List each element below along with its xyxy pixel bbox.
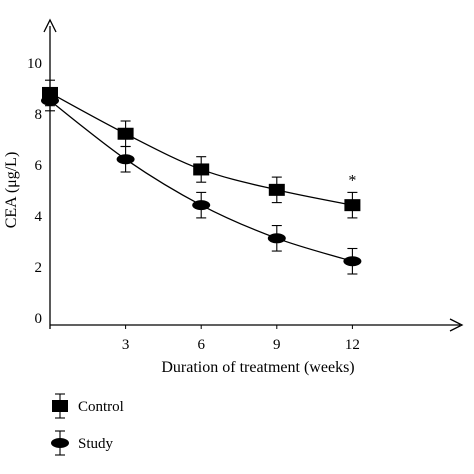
axes	[43, 18, 464, 332]
legend-label: Study	[78, 436, 114, 452]
data-point	[41, 95, 59, 106]
x-tick-label: 3	[122, 337, 130, 353]
y-tick-label: 10	[27, 56, 42, 72]
legend-item-study: Study	[51, 430, 114, 456]
series-line-control	[49, 92, 353, 206]
x-tick-label: 9	[273, 337, 281, 353]
y-tick-label: 2	[35, 260, 43, 276]
y-axis-title: CEA (μg/L)	[3, 152, 20, 229]
series-study	[41, 89, 362, 275]
data-point	[117, 127, 134, 140]
data-point	[344, 199, 361, 212]
x-tick-label: 6	[197, 337, 205, 353]
x-axis-arrow	[449, 318, 464, 332]
x-axis-title: Duration of treatment (weeks)	[161, 359, 354, 376]
data-point	[267, 233, 286, 244]
y-tick-label: 8	[35, 107, 43, 123]
y-axis-arrow	[43, 18, 57, 33]
ticks: 0 2 4 6 8 10 3 6 9 12	[27, 56, 360, 353]
y-tick-label: 4	[35, 209, 43, 225]
legend-marker	[51, 438, 69, 448]
y-tick-label: 0	[35, 311, 43, 327]
annotations: *	[348, 173, 356, 190]
legend-marker	[52, 400, 68, 412]
data-point	[116, 154, 135, 165]
legend-item-control: Control	[52, 393, 124, 419]
data-point	[268, 183, 285, 196]
data-point	[193, 163, 210, 176]
data-point	[343, 256, 362, 267]
x-tick-label: 12	[345, 337, 360, 353]
legend-label: Control	[78, 399, 124, 415]
legend: Control Study	[51, 393, 124, 456]
data-point	[192, 200, 211, 211]
series-layer	[41, 79, 362, 275]
significance-marker: *	[348, 173, 356, 190]
y-tick-label: 6	[35, 158, 43, 174]
